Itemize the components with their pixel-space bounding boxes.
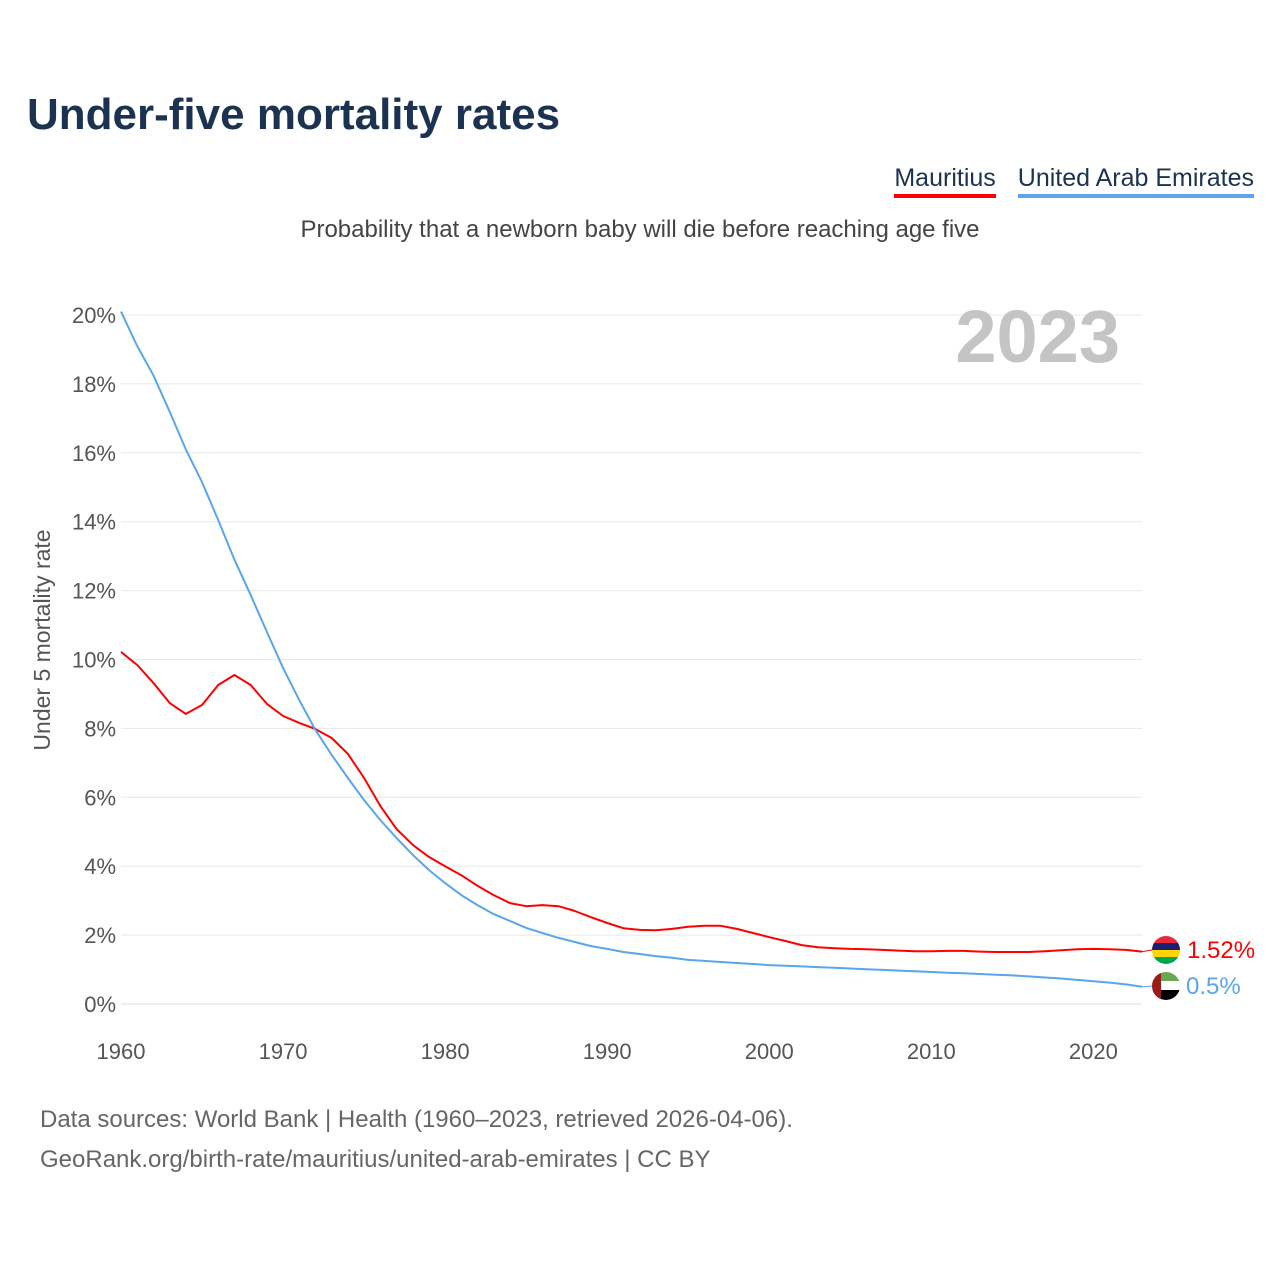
source-note: Data sources: World Bank | Health (1960–… — [40, 1106, 793, 1133]
end-connector — [1141, 985, 1153, 988]
y-tick-label: 8% — [84, 716, 116, 741]
year-watermark: 2023 — [955, 295, 1120, 378]
y-tick-label: 16% — [72, 441, 116, 466]
y-tick-label: 20% — [72, 303, 116, 328]
x-tick-label: 2010 — [907, 1039, 956, 1064]
uae-end-label: 0.5% — [1186, 973, 1241, 1000]
source-link[interactable]: GeoRank.org/birth-rate/mauritius/united-… — [40, 1146, 711, 1173]
x-tick-label: 1990 — [583, 1039, 632, 1064]
series-line-united-arab-emirates — [120, 311, 1143, 988]
series-line-mauritius — [120, 651, 1143, 953]
y-tick-label: 0% — [84, 992, 116, 1017]
chart-subtitle: Probability that a newborn baby will die… — [300, 216, 980, 243]
y-tick-label: 6% — [84, 785, 116, 810]
y-tick-label: 14% — [72, 510, 116, 535]
legend: Mauritius United Arab Emirates — [894, 164, 1254, 198]
x-tick-label: 2000 — [745, 1039, 794, 1064]
y-tick-label: 18% — [72, 372, 116, 397]
legend-item-uae[interactable]: United Arab Emirates — [1017, 164, 1254, 198]
y-tick-label: 12% — [72, 579, 116, 604]
uae-flag-icon — [1152, 972, 1180, 1000]
chart-title: Under-five mortality rates — [27, 90, 561, 139]
y-tick-label: 2% — [84, 923, 116, 948]
x-tick-label: 2020 — [1069, 1039, 1118, 1064]
end-connector — [1141, 949, 1153, 953]
x-tick-label: 1980 — [421, 1039, 470, 1064]
mauritius-flag-icon — [1152, 936, 1180, 964]
legend-item-mauritius[interactable]: Mauritius — [894, 164, 996, 198]
mauritius-end-label: 1.52% — [1187, 937, 1255, 964]
x-tick-label: 1960 — [97, 1039, 146, 1064]
x-tick-label: 1970 — [259, 1039, 308, 1064]
y-tick-label: 10% — [72, 648, 116, 673]
y-tick-label: 4% — [84, 854, 116, 879]
y-axis-label: Under 5 mortality rate — [29, 529, 55, 750]
